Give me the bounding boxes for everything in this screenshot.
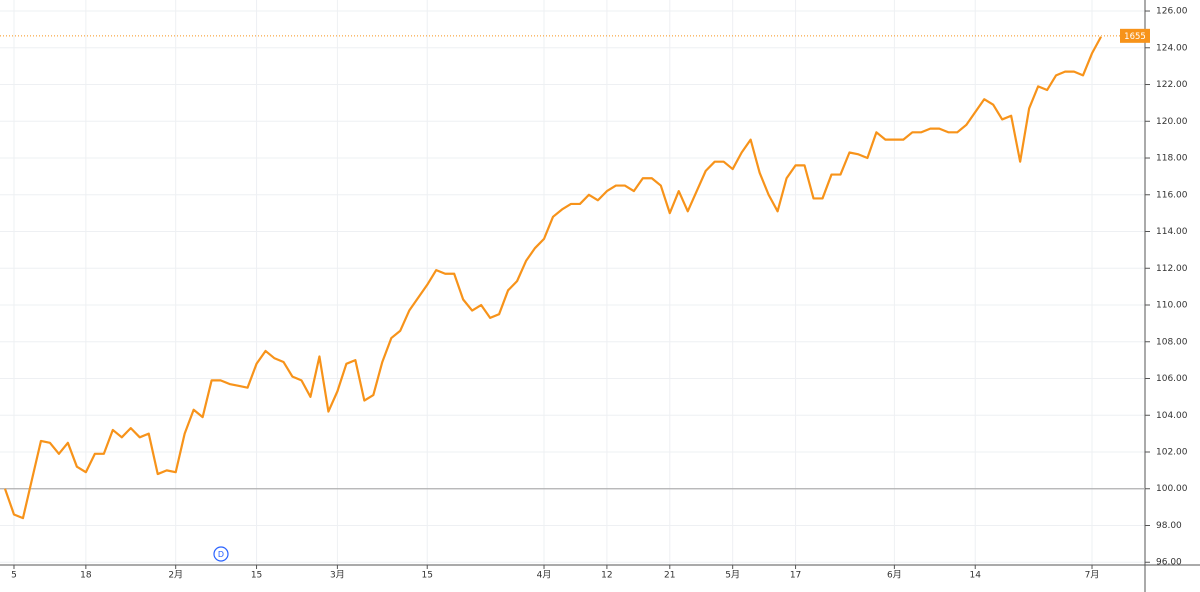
y-tick-label: 112.00 [1156, 264, 1188, 274]
y-tick-label: 108.00 [1156, 337, 1188, 347]
x-tick-label: 14 [970, 571, 982, 581]
x-tick-label: 3月 [330, 570, 345, 581]
last-price-box [1120, 28, 1150, 43]
x-tick-label: 7月 [1085, 570, 1100, 581]
price-line [3, 36, 1102, 520]
y-tick-label: 104.00 [1156, 411, 1188, 421]
y-tick-label: 124.00 [1156, 43, 1188, 53]
y-tick-label: 126.00 [1156, 7, 1188, 17]
y-tick-label: 98.00 [1156, 521, 1182, 531]
y-tick-label: 106.00 [1156, 374, 1188, 384]
x-tick-label: 15 [251, 571, 262, 581]
y-tick-label: 100.00 [1156, 484, 1188, 494]
x-tick-label: 18 [80, 571, 92, 581]
x-tick-label: 15 [422, 571, 433, 581]
y-tick-label: 96.00 [1156, 558, 1182, 568]
y-tick-label: 120.00 [1156, 117, 1188, 127]
y-tick-label: 102.00 [1156, 448, 1188, 458]
event-marker[interactable] [213, 546, 229, 562]
y-tick-label: 114.00 [1156, 227, 1188, 237]
x-tick-label: 4月 [537, 570, 552, 581]
x-tick-label: 12 [601, 571, 612, 581]
y-tick-label: 118.00 [1156, 154, 1188, 164]
x-tick-label: 6月 [887, 570, 902, 581]
x-tick-label: 5月 [725, 570, 740, 581]
y-tick-label: 110.00 [1156, 301, 1188, 311]
y-tick-label: 116.00 [1156, 190, 1188, 200]
x-tick-label: 21 [664, 571, 675, 581]
last-price-label: 1655 [1124, 32, 1146, 42]
x-tick-label: 5 [11, 571, 17, 581]
x-tick-label: 2月 [168, 570, 183, 581]
event-marker-label: D [218, 550, 224, 559]
x-tick-label: 17 [790, 571, 801, 581]
y-tick-label: 122.00 [1156, 80, 1188, 90]
